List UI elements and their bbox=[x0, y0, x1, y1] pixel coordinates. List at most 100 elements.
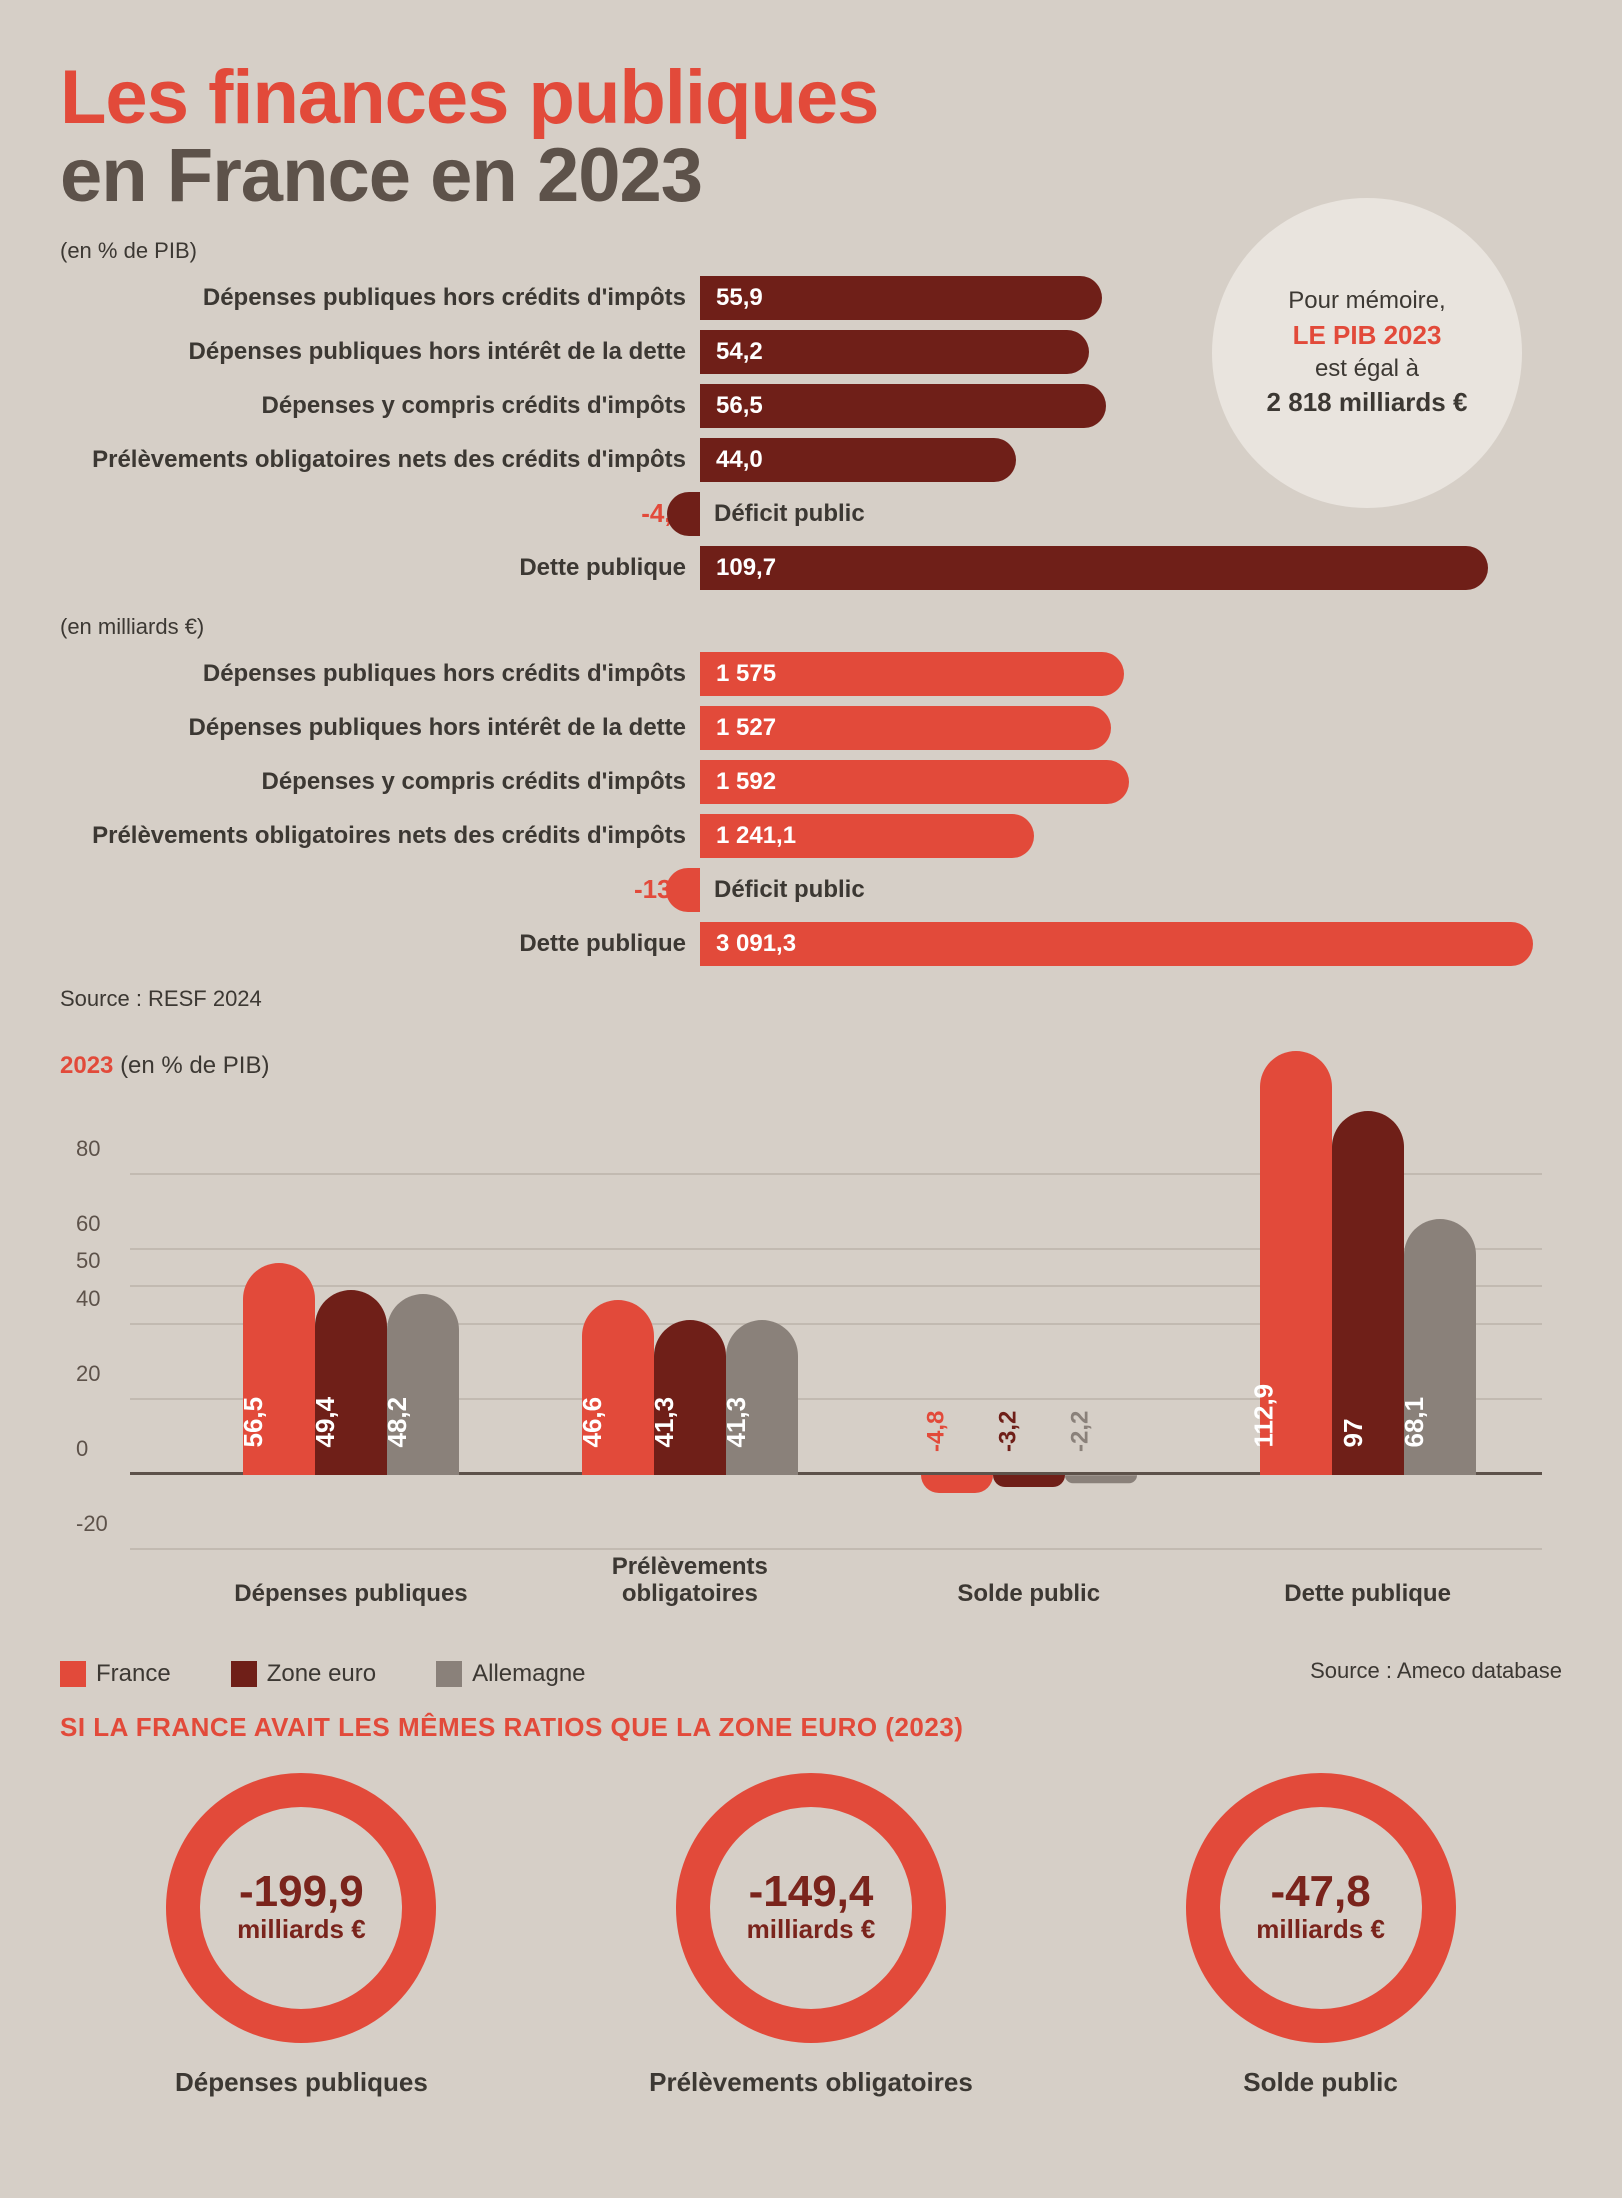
hbar: 1 575 bbox=[700, 652, 1124, 696]
ring-label: Solde public bbox=[1186, 2067, 1456, 2098]
hbar: 56,5 bbox=[700, 384, 1106, 428]
ytick-label: 20 bbox=[76, 1361, 100, 1387]
hbar-neg bbox=[667, 492, 700, 536]
hbar-label: Dette publique bbox=[60, 930, 700, 958]
vbar-neg-value: -2,2 bbox=[1066, 1410, 1094, 1451]
ring-item: -47,8milliards € Solde public bbox=[1186, 1773, 1456, 2098]
ring-unit: milliards € bbox=[1256, 1914, 1385, 1945]
hbar-neg-value: -138 bbox=[60, 874, 700, 905]
vbar-value: 68,1 bbox=[1399, 1397, 1430, 1448]
chart2-unit: (en % de PIB) bbox=[120, 1052, 269, 1079]
ratios-title: SI LA FRANCE AVAIT LES MÊMES RATIOS QUE … bbox=[60, 1712, 1562, 1743]
vbar: 56,5 bbox=[243, 1263, 315, 1475]
ring-value: -149,4 bbox=[749, 1870, 874, 1914]
memo-pib: LE PIB 2023 bbox=[1293, 318, 1442, 353]
hbar-label: Dépenses y compris crédits d'impôts bbox=[60, 392, 700, 420]
hbar-label: Dépenses publiques hors intérêt de la de… bbox=[60, 338, 700, 366]
hbar-chart-eur: Dépenses publiques hors crédits d'impôts… bbox=[60, 650, 1562, 968]
hbar: 54,2 bbox=[700, 330, 1089, 374]
vbar bbox=[993, 1475, 1065, 1487]
vbar-value: 97 bbox=[1338, 1418, 1369, 1447]
hbar: 1 592 bbox=[700, 760, 1129, 804]
ring: -199,9milliards € bbox=[166, 1773, 436, 2043]
hbar-value: 44,0 bbox=[700, 446, 763, 474]
vbar-value: 41,3 bbox=[721, 1397, 752, 1448]
unit-eur: (en milliards €) bbox=[60, 614, 1562, 640]
hbar-label: Prélèvements obligatoires nets des crédi… bbox=[60, 446, 700, 474]
vbar bbox=[1065, 1475, 1137, 1483]
vbar: 41,3 bbox=[654, 1320, 726, 1475]
vbar-value: 41,3 bbox=[649, 1397, 680, 1448]
vbar-value: 49,4 bbox=[310, 1397, 341, 1448]
ytick-label: -20 bbox=[76, 1511, 108, 1537]
page-title: Les finances publiques en France en 2023 bbox=[60, 60, 1562, 216]
hbar-row: Dépenses y compris crédits d'impôts1 592 bbox=[60, 758, 1562, 806]
hbar-label: Dépenses publiques hors crédits d'impôts bbox=[60, 284, 700, 312]
hbar: 1 241,1 bbox=[700, 814, 1034, 858]
vbar-value: 48,2 bbox=[382, 1397, 413, 1448]
ring-unit: milliards € bbox=[237, 1914, 366, 1945]
hbar-label: Prélèvements obligatoires nets des crédi… bbox=[60, 822, 700, 850]
grouped-bar-chart: -200204050608056,549,448,2Dépenses publi… bbox=[60, 1090, 1562, 1630]
category-label: Dépenses publiques bbox=[234, 1580, 467, 1608]
memo-circle: Pour mémoire, LE PIB 2023 est égal à 2 8… bbox=[1212, 198, 1522, 508]
hbar-row: -138 Déficit public bbox=[60, 866, 1562, 914]
hbar-row: Dépenses publiques hors crédits d'impôts… bbox=[60, 650, 1562, 698]
memo-line: est égal à bbox=[1315, 353, 1419, 385]
hbar: 1 527 bbox=[700, 706, 1111, 750]
vbar: 49,4 bbox=[315, 1290, 387, 1475]
hbar-value: 55,9 bbox=[700, 284, 763, 312]
hbar-value: 54,2 bbox=[700, 338, 763, 366]
hbar-neg-label: Déficit public bbox=[714, 492, 865, 536]
title-line-1: Les finances publiques bbox=[60, 60, 1562, 136]
hbar-value: 56,5 bbox=[700, 392, 763, 420]
ytick-label: 80 bbox=[76, 1136, 100, 1162]
hbar-value: 1 527 bbox=[700, 714, 776, 742]
vbar-value: 112,9 bbox=[1248, 1384, 1279, 1448]
legend-swatch bbox=[231, 1661, 257, 1687]
hbar-value: 109,7 bbox=[700, 554, 776, 582]
hbar-label: Dette publique bbox=[60, 554, 700, 582]
chart2-year: 2023 bbox=[60, 1052, 113, 1079]
hbar: 109,7 bbox=[700, 546, 1488, 590]
ring-value: -47,8 bbox=[1270, 1870, 1370, 1914]
hbar-neg-label: Déficit public bbox=[714, 868, 865, 912]
ring-unit: milliards € bbox=[747, 1914, 876, 1945]
memo-line: Pour mémoire, bbox=[1288, 285, 1445, 317]
vbar: 68,1 bbox=[1404, 1219, 1476, 1474]
vbar-neg-value: -3,2 bbox=[994, 1410, 1022, 1451]
ring: -47,8milliards € bbox=[1186, 1773, 1456, 2043]
rings-row: -199,9milliards €Dépenses publiques-149,… bbox=[60, 1773, 1562, 2098]
vbar: 112,9 bbox=[1260, 1051, 1332, 1474]
legend-swatch bbox=[60, 1661, 86, 1687]
ytick-label: 0 bbox=[76, 1436, 88, 1462]
vbar: 48,2 bbox=[387, 1294, 459, 1475]
ring-label: Prélèvements obligatoires bbox=[649, 2067, 973, 2098]
hbar-value: 1 575 bbox=[700, 660, 776, 688]
vbar-value: 46,6 bbox=[577, 1397, 608, 1448]
ring-value: -199,9 bbox=[239, 1870, 364, 1914]
hbar-label: Dépenses publiques hors crédits d'impôts bbox=[60, 660, 700, 688]
hbar: 3 091,3 bbox=[700, 922, 1533, 966]
hbar-neg-value: -4,9 bbox=[60, 498, 700, 529]
category-label: Dette publique bbox=[1284, 1580, 1451, 1608]
legend-item: Zone euro bbox=[231, 1660, 376, 1688]
legend-item: Allemagne bbox=[436, 1660, 585, 1688]
hbar-row: Dépenses publiques hors intérêt de la de… bbox=[60, 704, 1562, 752]
ytick-label: 60 bbox=[76, 1211, 100, 1237]
ring-item: -199,9milliards € Dépenses publiques bbox=[166, 1773, 436, 2098]
hbar-value: 3 091,3 bbox=[700, 930, 796, 958]
vbar: 97 bbox=[1332, 1111, 1404, 1475]
legend-item: France bbox=[60, 1660, 171, 1688]
hbar-label: Dépenses y compris crédits d'impôts bbox=[60, 768, 700, 796]
bar-group: 112,997 68,1 bbox=[1260, 1051, 1476, 1474]
category-label: Solde public bbox=[957, 1580, 1100, 1608]
ring-item: -149,4milliards € Prélèvements obligatoir… bbox=[649, 1773, 973, 2098]
hbar: 55,9 bbox=[700, 276, 1102, 320]
vbar: 46,6 bbox=[582, 1300, 654, 1475]
ytick-label: 50 bbox=[76, 1248, 100, 1274]
hbar-value: 1 592 bbox=[700, 768, 776, 796]
source-1: Source : RESF 2024 bbox=[60, 986, 1562, 1012]
ring-label: Dépenses publiques bbox=[166, 2067, 436, 2098]
hbar-row: Dette publique3 091,3 bbox=[60, 920, 1562, 968]
